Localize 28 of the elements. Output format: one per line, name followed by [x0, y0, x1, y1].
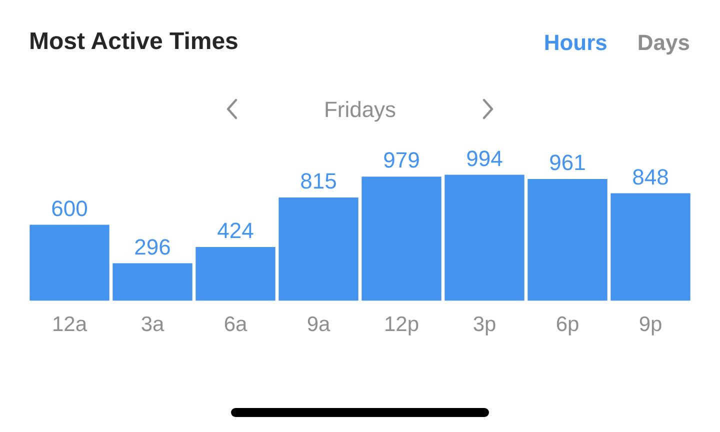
bar [278, 197, 358, 301]
chart-title: Most Active Times [29, 28, 238, 56]
data-label: 848 [632, 164, 669, 190]
bar [362, 176, 442, 301]
text: Hours [544, 30, 608, 55]
x-tick-label: 3p [472, 313, 496, 336]
data-label: 296 [134, 234, 171, 260]
bar [528, 178, 608, 301]
x-tick-label: 12p [384, 313, 420, 336]
x-tick-label: 9p [638, 313, 662, 336]
data-label: 815 [300, 168, 337, 194]
data-label: 979 [383, 148, 420, 173]
bar [30, 224, 110, 301]
data-label: 424 [217, 218, 254, 244]
data-label: 600 [51, 196, 88, 221]
x-tick-label: 12a [52, 313, 88, 336]
x-tick-label: 9a [306, 313, 330, 336]
x-tick-label: 6p [556, 313, 580, 336]
bar [196, 247, 276, 301]
x-tick-label: 6a [224, 313, 248, 336]
data-label: 961 [549, 150, 586, 176]
x-tick-label: 3a [140, 313, 164, 336]
data-label: 994 [466, 146, 503, 171]
bar [610, 193, 690, 301]
text: Days [637, 30, 690, 55]
chart-subtitle: Fridays [322, 97, 398, 123]
bar [444, 174, 524, 301]
bar [112, 263, 192, 301]
